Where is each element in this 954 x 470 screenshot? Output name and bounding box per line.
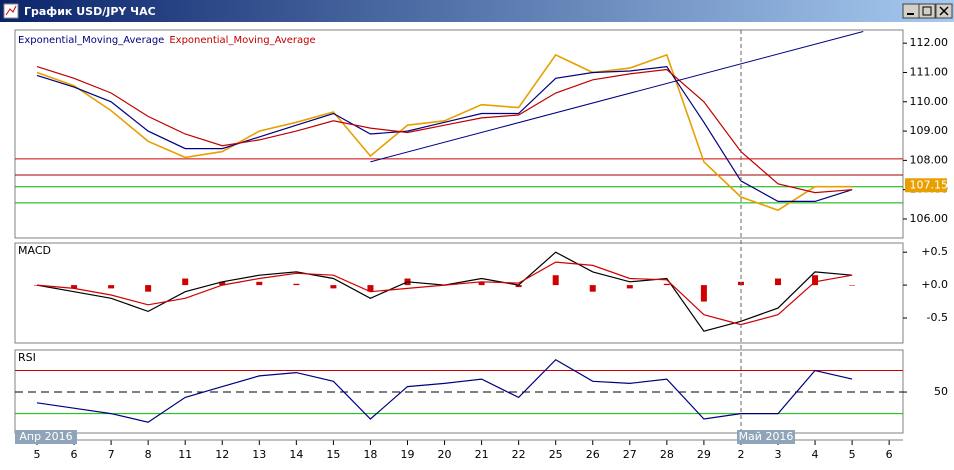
- histogram-bar: [256, 281, 263, 286]
- x-tick-label: 26: [586, 448, 600, 461]
- minimize-button[interactable]: [902, 3, 920, 19]
- x-tick-label: 13: [252, 448, 266, 461]
- panel-title: MACD: [18, 244, 51, 257]
- window-buttons[interactable]: [902, 3, 953, 19]
- x-tick-label: 12: [215, 448, 229, 461]
- histogram-bar: [71, 285, 78, 289]
- histogram-bar: [700, 285, 707, 302]
- x-tick-label: 15: [326, 448, 340, 461]
- last-price-box: [905, 178, 947, 193]
- month-label-box: [737, 430, 795, 444]
- histogram-bar: [219, 281, 226, 286]
- window-icon: [3, 3, 19, 19]
- series-line: [36, 65, 853, 202]
- series-line: [36, 261, 853, 326]
- x-tick-label: 2: [737, 448, 744, 461]
- histogram-bar: [293, 283, 300, 286]
- histogram-bar: [145, 285, 152, 292]
- histogram-bar: [663, 283, 670, 286]
- x-tick-label: 21: [475, 448, 489, 461]
- x-tick-label: 6: [71, 448, 78, 461]
- histogram-bar: [330, 285, 337, 289]
- x-tick-label: 4: [812, 448, 819, 461]
- x-tick-label: 3: [775, 448, 782, 461]
- x-tick-label: 18: [363, 448, 377, 461]
- month-label: Апр 2016: [19, 430, 72, 443]
- panel-title: RSI: [18, 351, 36, 364]
- series-line: [36, 53, 853, 212]
- histogram-bar: [515, 285, 522, 288]
- histogram-bar: [812, 275, 819, 286]
- maximize-glyph: [922, 6, 932, 16]
- maximize-button[interactable]: [918, 3, 936, 19]
- month-label: Май 2016: [739, 430, 794, 443]
- x-tick-label: 7: [108, 448, 115, 461]
- y-tick-label: +0.5: [921, 245, 948, 258]
- histogram-bar: [367, 285, 374, 292]
- trend-line: [370, 30, 864, 163]
- histogram-bar: [775, 278, 781, 286]
- x-tick-label: 19: [401, 448, 415, 461]
- y-tick-label: 110.00: [910, 95, 949, 108]
- histogram-bar: [589, 285, 596, 292]
- last-price-label: 107.15: [910, 178, 949, 191]
- close-glyph: [939, 6, 949, 16]
- y-tick-label: 108.00: [910, 153, 949, 166]
- x-tick-label: 22: [512, 448, 526, 461]
- window-title: График USD/JPY ЧАС: [24, 5, 156, 18]
- window-icon-glyph: [5, 5, 17, 16]
- y-tick-label: 106.00: [910, 212, 949, 225]
- x-tick-label: 5: [849, 448, 856, 461]
- legend-entry: Exponential_Moving_Average: [169, 35, 315, 46]
- y-tick-label: -0.5: [927, 311, 948, 324]
- histogram-bar: [552, 275, 559, 286]
- x-tick-label: 25: [549, 448, 563, 461]
- panel-frame: [14, 349, 904, 434]
- y-tick-label: 50: [934, 385, 948, 398]
- chart-area: [0, 22, 954, 470]
- y-tick-label: +0.0: [921, 278, 948, 291]
- series-line: [36, 358, 853, 423]
- y-tick-label: 109.00: [910, 124, 949, 137]
- x-tick-label: 20: [438, 448, 452, 461]
- panel-frame: [14, 29, 904, 239]
- x-tick-label: 29: [697, 448, 711, 461]
- x-tick-label: 5: [34, 448, 41, 461]
- histogram-bar: [108, 285, 115, 289]
- x-tick-label: 27: [623, 448, 637, 461]
- x-tick-label: 6: [886, 448, 893, 461]
- month-label-box: [15, 430, 77, 444]
- legend-entry: Exponential_Moving_Average: [18, 35, 164, 46]
- x-tick-label: 8: [145, 448, 152, 461]
- x-tick-label: 28: [660, 448, 674, 461]
- histogram-bar: [182, 278, 189, 286]
- title-bar: [0, 0, 954, 22]
- histogram-bar: [626, 285, 633, 289]
- x-tick-label: 11: [178, 448, 192, 461]
- panel-frame: [14, 242, 904, 344]
- y-tick-label: 112.00: [910, 36, 949, 49]
- y-tick-label: 111.00: [910, 65, 949, 78]
- histogram-bar: [478, 281, 485, 286]
- histogram-bar: [849, 285, 856, 286]
- series-line: [36, 66, 853, 194]
- x-tick-label: 14: [289, 448, 303, 461]
